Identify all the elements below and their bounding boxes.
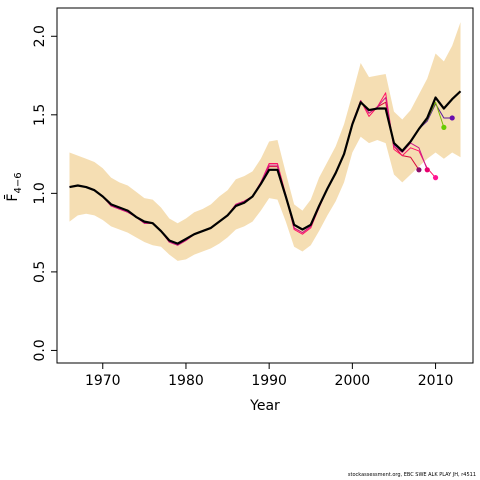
x-tick-label-1990: 1990 bbox=[251, 373, 287, 389]
y-tick-label-1.0: 1.0 bbox=[32, 182, 48, 204]
x-tick-label-1980: 1980 bbox=[168, 373, 204, 389]
series-line-main bbox=[69, 90, 462, 245]
y-axis-title-main: F̄ bbox=[3, 194, 21, 202]
y-tick-label-1.5: 1.5 bbox=[32, 104, 48, 126]
y-axis-title-subscript: 4−6 bbox=[13, 172, 24, 193]
plot-area bbox=[69, 22, 462, 261]
endpoint-marker-2011 bbox=[441, 124, 447, 130]
x-axis: 1970 1980 1990 2000 2010 bbox=[85, 363, 453, 389]
endpoint-marker-2009 bbox=[424, 167, 430, 173]
y-axis: 0.0 0.5 1.0 1.5 2.0 bbox=[32, 25, 57, 362]
endpoint-marker-2010 bbox=[432, 175, 439, 181]
y-tick-label-2.0: 2.0 bbox=[32, 25, 48, 47]
y-axis-title: F̄4−6 bbox=[3, 172, 24, 201]
svg-text:F̄4−6: F̄4−6 bbox=[3, 172, 24, 201]
x-tick-label-2000: 2000 bbox=[335, 373, 371, 389]
credit-text: stockassessment.org, EBC SWE ALK PLAY JH… bbox=[347, 472, 476, 478]
endpoint-marker-2008 bbox=[416, 167, 422, 173]
y-tick-label-0.5: 0.5 bbox=[32, 261, 48, 283]
x-tick-label-1970: 1970 bbox=[85, 373, 121, 389]
x-tick-label-2010: 2010 bbox=[418, 373, 454, 389]
x-axis-title: Year bbox=[249, 398, 280, 414]
confidence-band bbox=[69, 22, 461, 261]
endpoint-marker-2012 bbox=[449, 115, 455, 121]
y-tick-label-0.0: 0.0 bbox=[32, 339, 48, 361]
plot-frame bbox=[56, 7, 474, 364]
